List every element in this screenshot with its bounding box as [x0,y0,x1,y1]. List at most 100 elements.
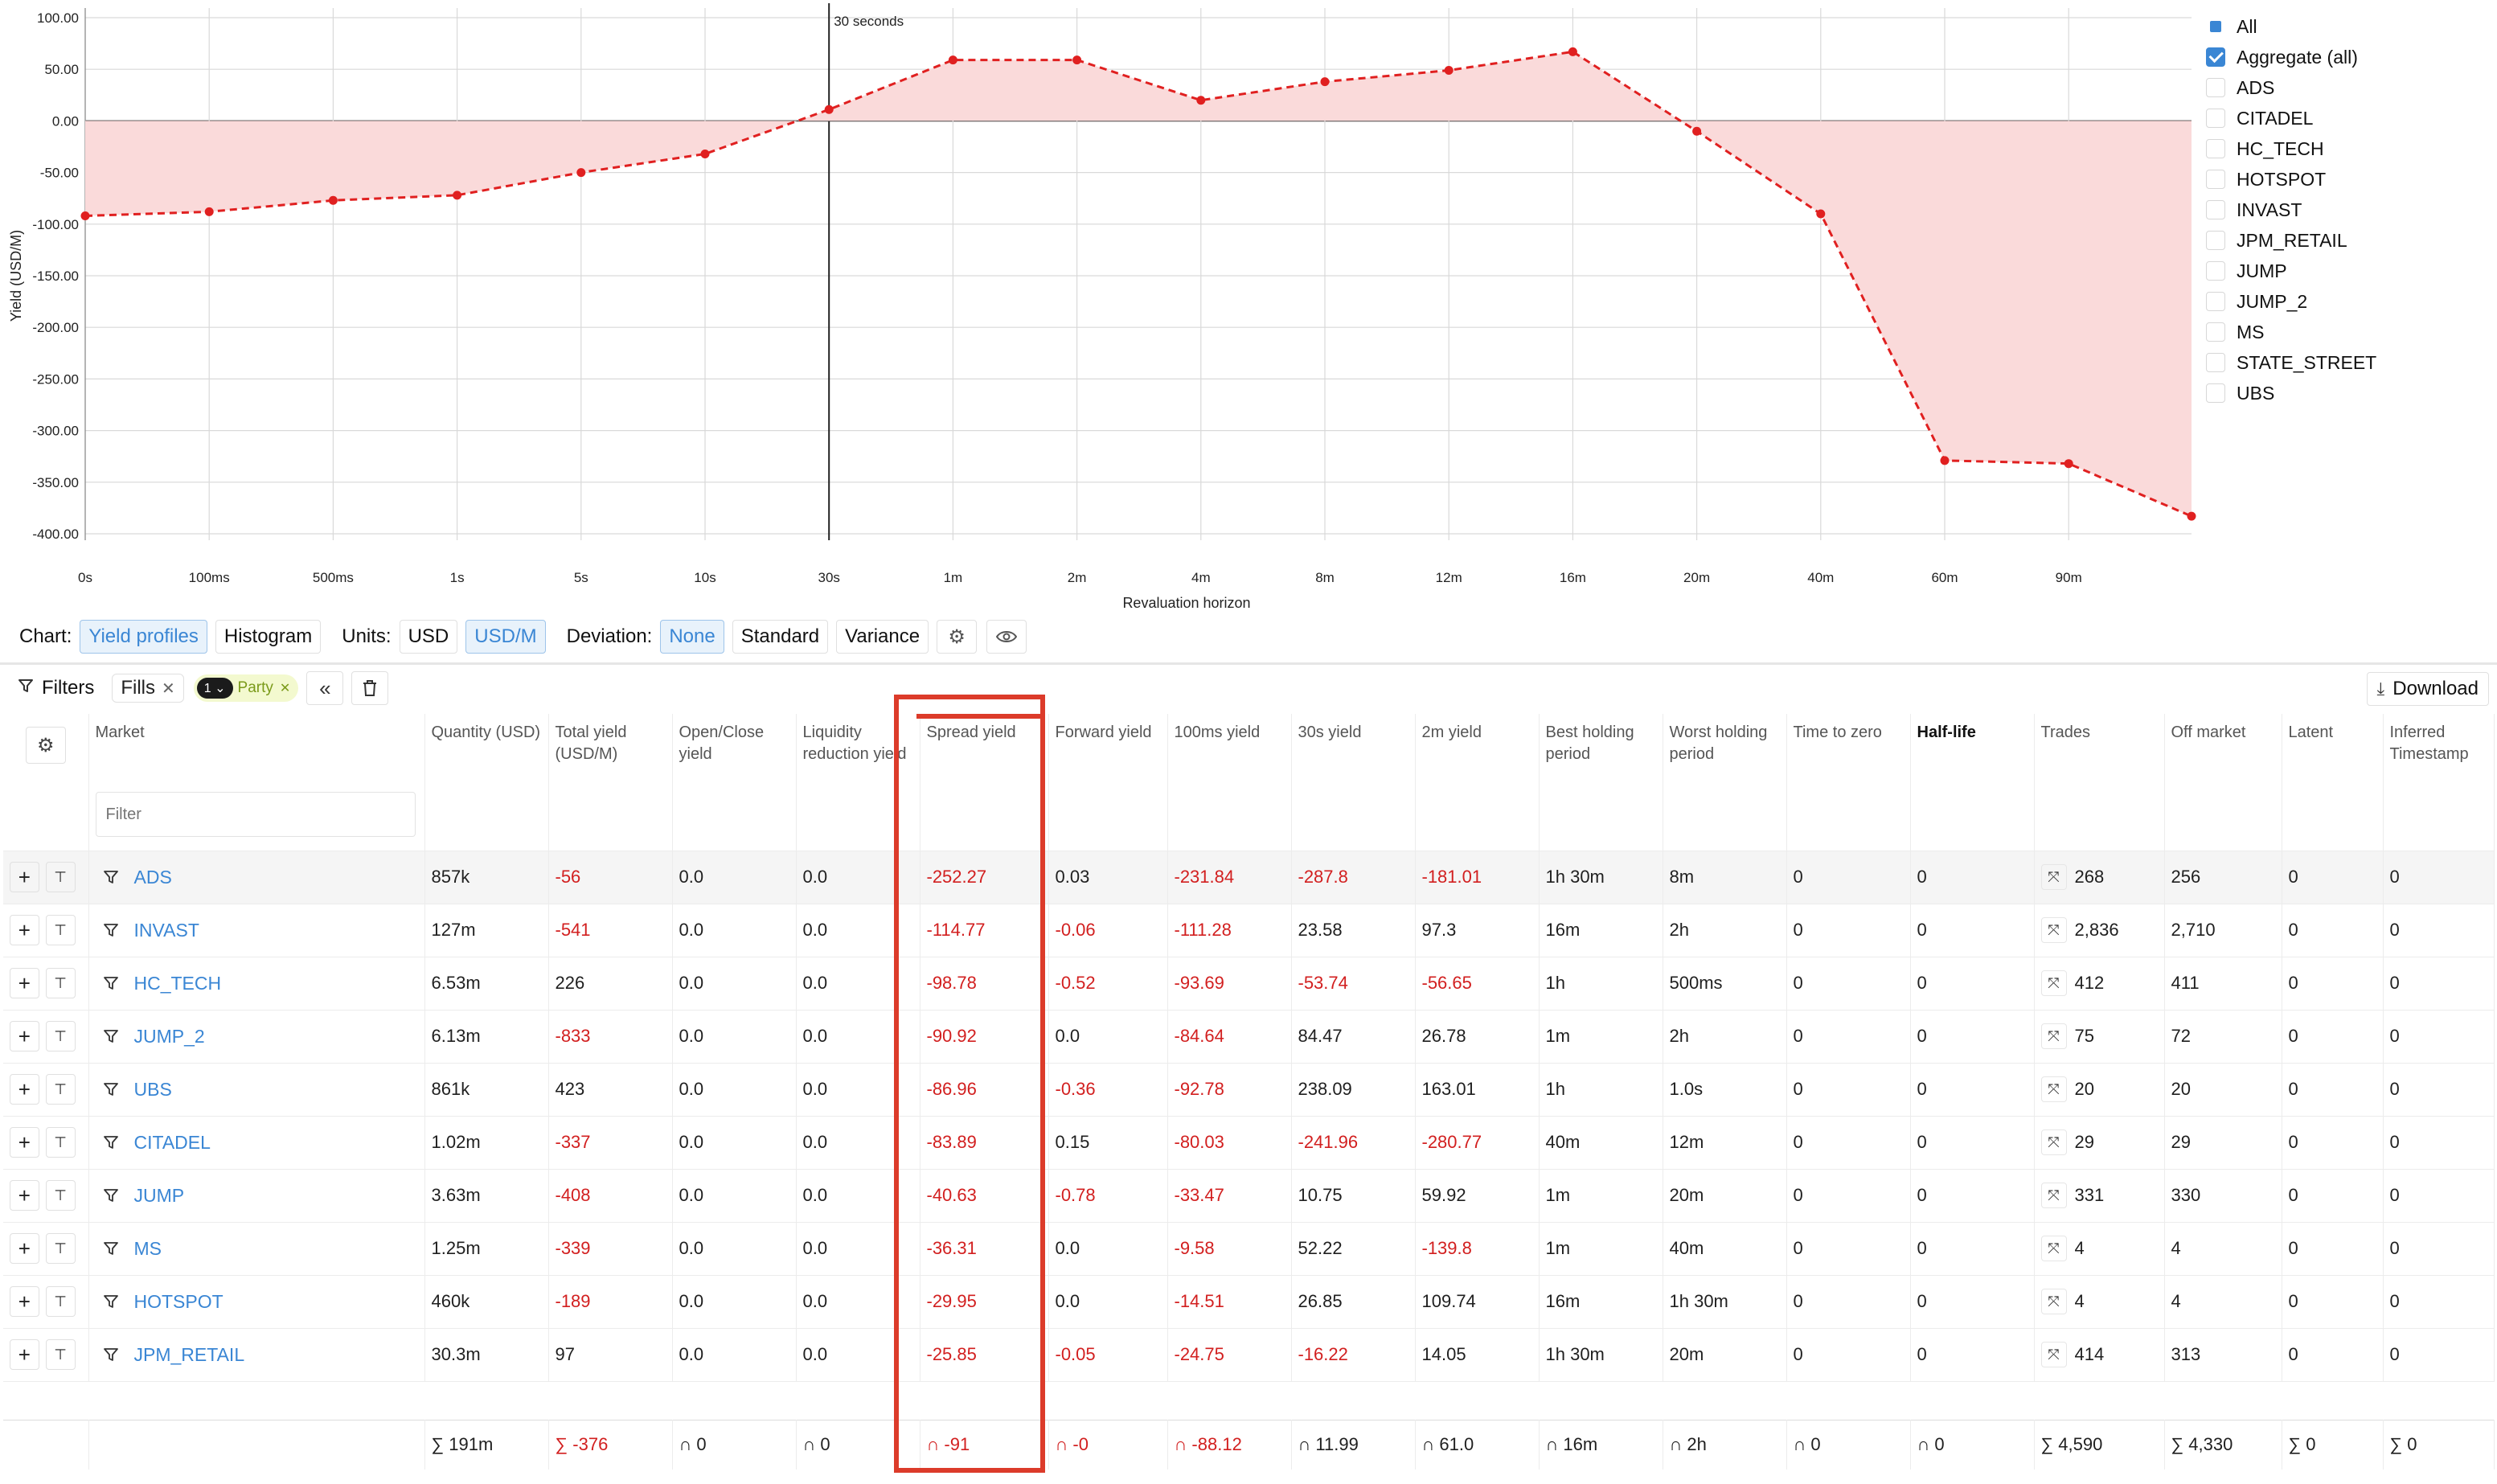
expand-row-button[interactable]: + [10,1286,39,1317]
expand-icon[interactable]: ⤧ [2040,917,2067,943]
close-icon[interactable]: ✕ [279,682,291,695]
legend-checkbox[interactable] [2206,292,2225,311]
market-link[interactable]: HOTSPOT [133,1290,223,1312]
column-header-30s-yield[interactable]: 30s yield [1291,714,1416,851]
column-header-worst-holding-period[interactable]: Worst holding period [1663,714,1787,851]
table-row[interactable]: + ⊤ MS 1.25m -339 0.0 0.0 -36.31 0.0 -9.58 52.22 -1… [3,1221,2495,1275]
pin-row-button[interactable]: ⊤ [45,1286,76,1317]
table-row[interactable]: + ⊤ INVAST 127m -541 0.0 0.0 -114.77 -0.06 -111.2… [3,903,2495,957]
fills-chip[interactable]: Fills ✕ [112,674,184,703]
legend-checkbox[interactable] [2206,170,2225,189]
pin-row-button[interactable]: ⊤ [45,1180,76,1211]
pin-row-button[interactable]: ⊤ [45,1021,76,1052]
expand-icon[interactable]: ⤧ [2040,970,2067,996]
column-header-time-to-zero[interactable]: Time to zero [1786,714,1911,851]
expand-row-button[interactable]: + [10,1127,39,1158]
pin-row-button[interactable]: ⊤ [45,968,76,998]
histogram-button[interactable]: Histogram [215,620,322,654]
yield-profiles-button[interactable]: Yield profiles [80,620,207,654]
legend-item-ads[interactable]: ADS [2206,72,2487,103]
collapse-button[interactable]: « [306,671,344,705]
expand-row-button[interactable]: + [10,1180,39,1211]
legend-item-invast[interactable]: INVAST [2206,195,2487,225]
expand-icon[interactable]: ⤧ [2040,1183,2067,1208]
expand-row-button[interactable]: + [10,968,39,998]
column-header-forward-yield[interactable]: Forward yield [1048,714,1168,851]
party-filter-chip[interactable]: 1 ⌄ Party ✕ [193,674,299,702]
pin-row-button[interactable]: ⊤ [45,1233,76,1264]
expand-row-button[interactable]: + [10,1339,39,1370]
close-icon[interactable]: ✕ [162,679,175,698]
column-header-off-market[interactable]: Off market [2164,714,2282,851]
legend-checkbox[interactable] [2206,78,2225,97]
funnel-icon[interactable] [96,1074,126,1105]
column-header-trades[interactable]: Trades [2034,714,2165,851]
legend-checkbox[interactable] [2206,47,2225,67]
visibility-button[interactable] [986,620,1027,654]
deviation-none-button[interactable]: None [660,620,724,654]
expand-icon[interactable]: ⤧ [2040,1236,2067,1261]
legend-checkbox[interactable] [2206,353,2225,372]
market-filter-input[interactable] [95,792,416,837]
funnel-icon[interactable] [96,1127,126,1158]
column-header-total-yield[interactable]: Total yield (USD/M) [548,714,673,851]
market-link[interactable]: JUMP [133,1184,185,1206]
column-header-quantity[interactable]: Quantity (USD) [424,714,549,851]
legend-item-ubs[interactable]: UBS [2206,378,2487,408]
pin-row-button[interactable]: ⊤ [45,915,76,945]
pin-row-button[interactable]: ⊤ [45,862,76,892]
legend-item-jump[interactable]: JUMP [2206,256,2487,286]
expand-icon[interactable]: ⤧ [2040,1342,2067,1367]
funnel-icon[interactable] [96,862,126,892]
legend-item-jump-2[interactable]: JUMP_2 [2206,286,2487,317]
legend-item-aggregate-all[interactable]: Aggregate (all) [2206,42,2487,72]
expand-icon[interactable]: ⤧ [2040,864,2067,890]
column-header-inferred-timestamp[interactable]: Inferred Timestamp [2383,714,2495,851]
deviation-standard-button[interactable]: Standard [732,620,829,654]
legend-item-state-street[interactable]: STATE_STREET [2206,347,2487,378]
column-header-open-close-yield[interactable]: Open/Close yield [672,714,797,851]
table-row[interactable]: + ⊤ CITADEL 1.02m -337 0.0 0.0 -83.89 0.15 -80.03… [3,1115,2495,1169]
table-row[interactable]: + ⊤ JUMP_2 6.13m -833 0.0 0.0 -90.92 0.0 -84.64 84… [3,1009,2495,1063]
market-link[interactable]: ADS [133,866,172,888]
usd-units-button[interactable]: USD [399,620,458,654]
column-header-100ms-yield[interactable]: 100ms yield [1167,714,1292,851]
legend-checkbox[interactable] [2206,139,2225,158]
download-button[interactable]: ⤓ Download [2366,672,2489,706]
legend-checkbox[interactable] [2206,322,2225,342]
column-header-2m-yield[interactable]: 2m yield [1415,714,1540,851]
expand-icon[interactable]: ⤧ [2040,1289,2067,1314]
column-header-latent[interactable]: Latent [2282,714,2384,851]
table-row[interactable]: + ⊤ HC_TECH 6.53m 226 0.0 0.0 -98.78 -0.52 -93.69… [3,956,2495,1010]
legend-item-hotspot[interactable]: HOTSPOT [2206,164,2487,195]
delete-button[interactable] [351,671,389,705]
legend-item-all[interactable]: All [2206,11,2487,42]
table-row[interactable]: + ⊤ JPM_RETAIL 30.3m 97 0.0 0.0 -25.85 -0.05 -24.… [3,1327,2495,1381]
legend-checkbox[interactable] [2206,261,2225,281]
funnel-icon[interactable] [96,1339,126,1370]
column-header-spread-yield[interactable]: Spread yield [920,714,1049,851]
column-header-liquidity-reduction-yield[interactable]: Liquidity reduction yield [796,714,920,851]
legend-item-hc-tech[interactable]: HC_TECH [2206,133,2487,164]
funnel-icon[interactable] [96,915,126,945]
funnel-icon[interactable] [96,1233,126,1264]
expand-row-button[interactable]: + [10,1233,39,1264]
expand-row-button[interactable]: + [10,1074,39,1105]
pin-row-button[interactable]: ⊤ [45,1339,76,1370]
legend-item-ms[interactable]: MS [2206,317,2487,347]
column-header-best-holding-period[interactable]: Best holding period [1539,714,1663,851]
table-row[interactable]: + ⊤ HOTSPOT 460k -189 0.0 0.0 -29.95 0.0 -14.51 26… [3,1274,2495,1328]
expand-icon[interactable]: ⤧ [2040,1076,2067,1102]
table-row[interactable]: + ⊤ JUMP 3.63m -408 0.0 0.0 -40.63 -0.78 -33.47 10… [3,1168,2495,1222]
expand-row-button[interactable]: + [10,1021,39,1052]
market-link[interactable]: INVAST [133,919,199,941]
funnel-icon[interactable] [96,1180,126,1211]
legend-checkbox[interactable] [2206,200,2225,219]
table-row[interactable]: + ⊤ ADS 857k -56 0.0 0.0 -252.27 0.03 -231.84 -287… [3,850,2495,904]
market-link[interactable]: UBS [133,1078,172,1100]
pin-row-button[interactable]: ⊤ [45,1127,76,1158]
legend-checkbox[interactable] [2206,383,2225,403]
expand-icon[interactable]: ⤧ [2040,1129,2067,1155]
funnel-icon[interactable] [96,968,126,998]
deviation-variance-button[interactable]: Variance [836,620,929,654]
